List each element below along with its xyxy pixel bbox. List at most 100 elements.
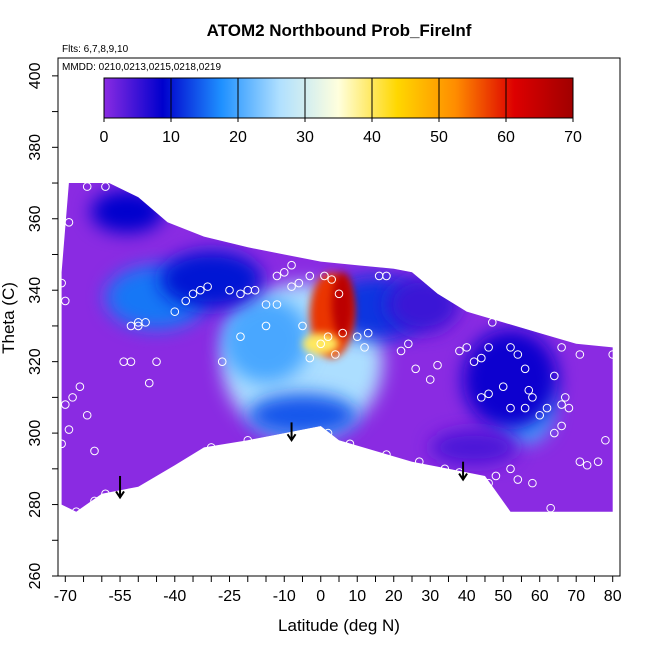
observation-point [506,464,515,474]
y-tick-label: 320 [27,348,44,375]
x-tick-label: 30 [421,588,439,605]
arrows [115,422,468,500]
observation-point [593,457,603,466]
arrow-head [115,490,125,500]
observation-point [469,357,479,366]
field-low [463,329,558,430]
observation-point [557,421,566,431]
observation-point [250,285,260,295]
observation-point [542,403,552,413]
x-tick-label: -55 [108,588,131,605]
x-tick-label: 80 [604,588,622,605]
observation-point [352,332,362,341]
dates-note: MMDD: 0210,0213,0215,0218,0219 [62,62,221,73]
observation-point [327,275,337,284]
x-tick-label: -40 [163,588,186,605]
observation-point [305,353,315,363]
observation-point [396,346,406,356]
x-tick-label: -70 [54,588,77,605]
observation-point [243,435,253,445]
observation-point [520,403,530,413]
observation-point [217,357,227,366]
observation-point [506,343,515,352]
observation-point [345,439,355,449]
observation-point [575,457,585,466]
colorbar-tick-label: 0 [100,129,109,146]
colorbar-ticks: 0 10 20 30 40 50 60 70 [100,78,582,146]
observation-point [82,410,92,420]
colorbar-tick-label: 70 [564,129,582,146]
colorbar-tick-label: 40 [363,129,381,146]
observation-point [58,278,66,288]
y-tick-label: 280 [27,491,44,518]
observation-point [404,339,413,349]
observation-point [487,318,497,327]
observation-point [206,443,216,452]
observation-point [155,482,165,491]
observation-point [133,321,143,331]
observation-point [447,268,457,277]
observation-point [272,271,282,281]
observation-point [513,475,523,484]
observation-point [484,285,493,295]
observation-point [601,435,610,445]
x-axis-title: Latitude (deg N) [278,616,400,635]
observation-point [528,393,537,402]
observation-point [316,339,326,349]
observation-point [71,507,81,516]
x-axis: -70 -55 -40 -25 -10 0 10 20 30 40 50 60 70 80 [54,576,622,605]
observation-point [575,350,585,359]
y-tick-label: 340 [27,277,44,304]
observation-point [287,282,296,291]
observation-point [82,182,92,191]
observation-point [298,321,307,331]
observation-point [535,410,545,420]
colorbar-tick-label: 60 [497,129,515,146]
arrow-head [458,472,468,482]
observation-point [498,382,508,391]
observation-point [363,328,373,338]
observation-point [144,378,154,388]
field-low [247,393,358,437]
observation-point [90,446,99,456]
observation-point [334,289,344,299]
observation-point [564,403,574,413]
observation-point [170,307,180,316]
observation-point [411,364,420,374]
observation-point [101,489,110,499]
x-tick-label: 70 [567,588,585,605]
x-tick-label: 40 [458,588,476,605]
observation-point [477,353,486,363]
observation-point [294,278,304,288]
x-tick-label: 0 [316,588,325,605]
observation-point [261,321,271,331]
observation-point [550,371,559,381]
observation-point [513,350,523,359]
flights-note: Flts: 6,7,8,9,10 [62,44,129,55]
observation-point [462,343,472,352]
arrow-head [286,433,297,443]
observation-point [477,393,486,402]
observation-point [196,285,205,295]
field-low [160,250,263,309]
field-low [386,275,460,334]
observation-point [225,285,234,295]
observation-point [528,478,537,488]
x-tick-label: 60 [531,588,549,605]
heatmap-field [61,183,613,512]
observation-point [323,332,333,341]
observation-point [203,282,212,291]
observation-point [236,289,245,299]
observation-point [550,428,559,438]
observation-point [560,393,570,402]
y-tick-label: 400 [27,62,44,89]
observation-point [60,400,70,409]
observation-point [60,296,70,306]
observation-point [279,268,289,277]
y-tick-label: 300 [27,420,44,447]
observation-point [382,271,391,281]
observation-point [338,328,347,338]
observation-point [582,460,592,470]
observation-point [546,503,555,513]
